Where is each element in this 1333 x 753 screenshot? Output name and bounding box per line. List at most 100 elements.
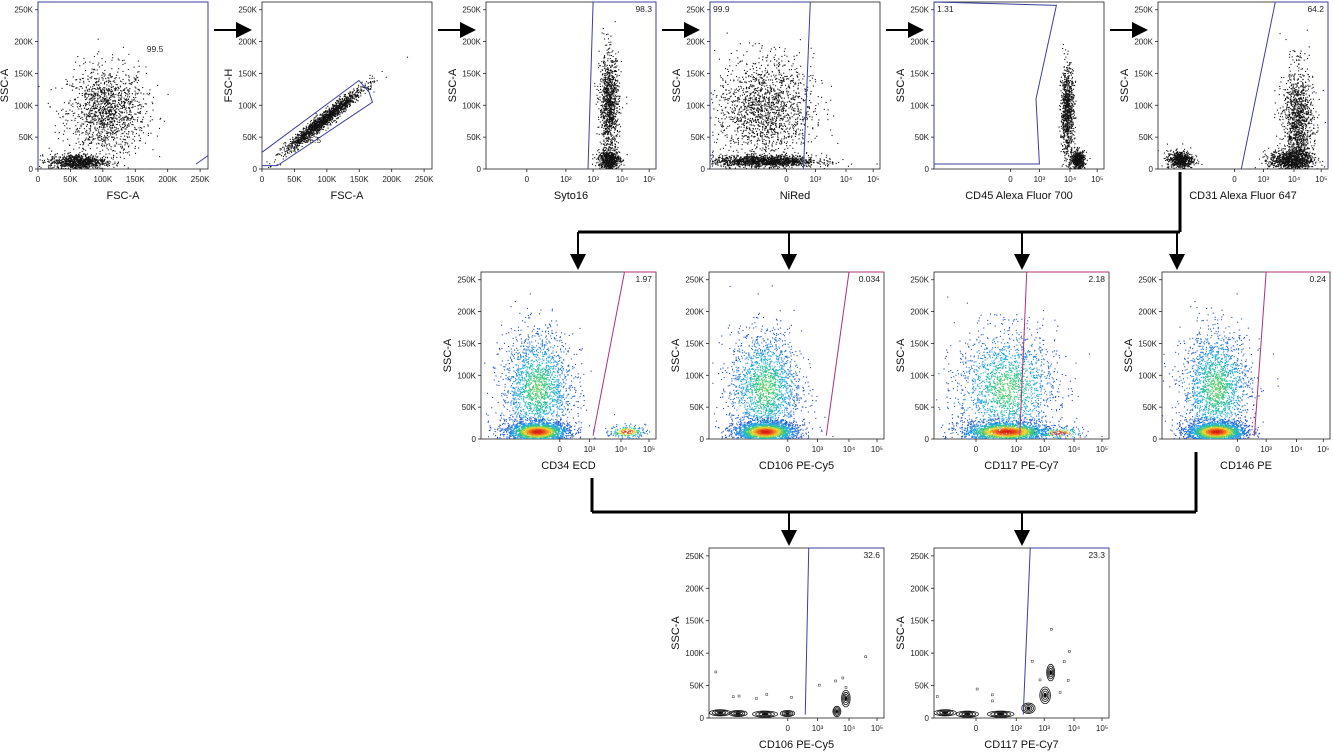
contour-ring — [714, 710, 727, 715]
y-tick-label: 250K — [686, 6, 705, 15]
x-tick-label: 10³ — [584, 445, 596, 454]
contour-ring — [1043, 692, 1047, 698]
event-population — [717, 414, 834, 439]
outlier-event — [737, 694, 741, 698]
x-tick-label: 10³ — [1034, 175, 1046, 184]
event-population — [1158, 143, 1203, 169]
y-tick-label: 200K — [910, 308, 929, 317]
x-tick-label: 10³ — [812, 445, 824, 454]
x-tick-label: 10³ — [587, 175, 599, 184]
y-tick-label: 0 — [1149, 165, 1154, 174]
y-tick-label: 200K — [462, 38, 481, 47]
x-tick-label: 10⁴ — [616, 175, 629, 184]
x-tick-label: 10⁴ — [1068, 724, 1081, 733]
outlier-event — [991, 693, 994, 697]
y-tick-label: 250K — [14, 6, 33, 15]
outlier-event — [1062, 660, 1066, 663]
y-tick-label: 250K — [1134, 6, 1153, 15]
contour-ring — [709, 709, 732, 717]
y-tick-label: 200K — [14, 38, 33, 47]
y-tick-label: 200K — [1138, 308, 1157, 317]
outlier-event — [841, 676, 845, 680]
flow-plot-p5: 1.31 0 50K 100K 150K 200K 250K 0 10³ 10⁴ 10⁵ CD45 A… — [895, 1, 1105, 202]
gate-p7 — [592, 271, 656, 436]
plot-frame — [1161, 271, 1331, 440]
outlier-event — [1030, 659, 1034, 663]
y-tick-label: 100K — [910, 649, 929, 658]
y-tick-label: 50K — [915, 133, 930, 142]
contour-ring — [990, 711, 1012, 717]
x-tick-label: 10³ — [1260, 445, 1272, 454]
y-tick-label: 150K — [685, 339, 704, 348]
gate-percentage: 99.9 — [713, 4, 730, 14]
x-tick-label: 0 — [1008, 175, 1013, 184]
y-tick-label: 50K — [1143, 403, 1158, 412]
y-tick-label: 250K — [910, 552, 929, 561]
gate-p9 — [1019, 271, 1109, 436]
y-tick-label: 50K — [915, 682, 930, 691]
contour-ring — [835, 709, 839, 714]
contour-ring — [1046, 663, 1056, 682]
contour-ring — [1039, 686, 1051, 705]
contour-ring — [733, 711, 744, 716]
y-tick-label: 200K — [685, 308, 704, 317]
y-tick-label: 200K — [238, 38, 257, 47]
x-tick-label: 10⁵ — [1096, 445, 1108, 454]
x-tick-label: 10⁵ — [871, 445, 883, 454]
flow-plot-p6: 64.2 0 50K 100K 150K 200K 250K 0 10³ 10⁴ 10⁵ CD31 A… — [1119, 1, 1329, 202]
contour-ring — [934, 709, 957, 717]
event-population — [940, 413, 1103, 439]
contour-ring — [833, 707, 841, 716]
y-tick-label: 250K — [685, 552, 704, 561]
outlier-event — [790, 696, 793, 699]
flow-plot-p7: 1.97 0 50K 100K 150K 200K 250K 0 10³ 10⁴ 10⁵ CD34 E… — [442, 271, 657, 472]
y-axis-label: SSC-A — [670, 616, 682, 650]
flow-plot-p10: 0.24 0 50K 100K 150K 200K 250K 0 10³ 10⁴ 10⁵ CD146 … — [1123, 271, 1331, 472]
x-tick-label: 10⁴ — [840, 175, 853, 184]
y-tick-label: 150K — [457, 339, 476, 348]
contour-ring — [755, 711, 775, 717]
y-axis-label: SSC-A — [0, 68, 11, 102]
x-tick-label: 10² — [1010, 445, 1022, 454]
plot-frame — [709, 1, 881, 170]
y-tick-label: 250K — [457, 276, 476, 285]
y-tick-label: 250K — [910, 276, 929, 285]
x-axis-label: CD117 PE-Cy7 — [984, 739, 1058, 751]
y-tick-label: 0 — [700, 435, 705, 444]
y-tick-label: 100K — [238, 101, 257, 110]
y-tick-label: 50K — [467, 133, 482, 142]
y-tick-label: 150K — [238, 69, 257, 78]
event-population — [488, 409, 595, 439]
x-axis-label: CD34 ECD — [541, 460, 595, 472]
y-tick-label: 150K — [14, 69, 33, 78]
x-tick-label: 10⁵ — [643, 175, 655, 184]
x-tick-label: 0 — [260, 175, 265, 184]
x-tick-label: 50K — [287, 175, 302, 184]
contour-ring — [939, 710, 952, 715]
contour-ring — [783, 711, 792, 716]
y-tick-label: 50K — [243, 133, 258, 142]
y-tick-label: 250K — [462, 6, 481, 15]
x-axis-label: CD31 Alexa Fluor 647 — [1189, 190, 1297, 202]
y-axis-label: SSC-A — [447, 68, 459, 102]
flow-plot-p8: 0.034 0 50K 100K 150K 200K 250K 0 10³ 10⁴ 10⁵ CD106… — [670, 271, 885, 472]
x-tick-label: 10⁴ — [1288, 175, 1301, 184]
y-tick-label: 200K — [910, 38, 929, 47]
plot-frame — [933, 1, 1105, 170]
gate-p10 — [1253, 271, 1330, 436]
contour-ring — [781, 710, 794, 717]
x-tick-label: 10⁵ — [1317, 445, 1329, 454]
event-population — [710, 150, 878, 169]
x-tick-label: 0 — [1235, 445, 1240, 454]
x-tick-label: 200K — [382, 175, 401, 184]
outlier-event — [1068, 650, 1071, 653]
y-tick-label: 250K — [238, 6, 257, 15]
event-population — [1254, 146, 1326, 169]
x-tick-label: 0 — [525, 175, 530, 184]
y-tick-label: 200K — [685, 584, 704, 593]
y-axis-label: FSC-H — [223, 69, 235, 103]
y-tick-label: 100K — [685, 371, 704, 380]
event-population — [38, 147, 126, 169]
y-axis-label: SSC-A — [895, 68, 907, 102]
x-tick-label: 150K — [350, 175, 369, 184]
